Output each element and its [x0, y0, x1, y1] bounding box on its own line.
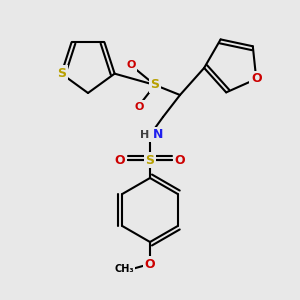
Text: CH₃: CH₃ — [114, 264, 134, 274]
Text: O: O — [175, 154, 185, 166]
Text: O: O — [126, 60, 136, 70]
Text: O: O — [115, 154, 125, 166]
Text: N: N — [153, 128, 163, 142]
Text: O: O — [145, 257, 155, 271]
Text: S: S — [151, 79, 160, 92]
Text: S: S — [146, 154, 154, 166]
Text: H: H — [140, 130, 150, 140]
Text: S: S — [57, 67, 66, 80]
Text: O: O — [251, 73, 262, 85]
Text: O: O — [134, 102, 144, 112]
